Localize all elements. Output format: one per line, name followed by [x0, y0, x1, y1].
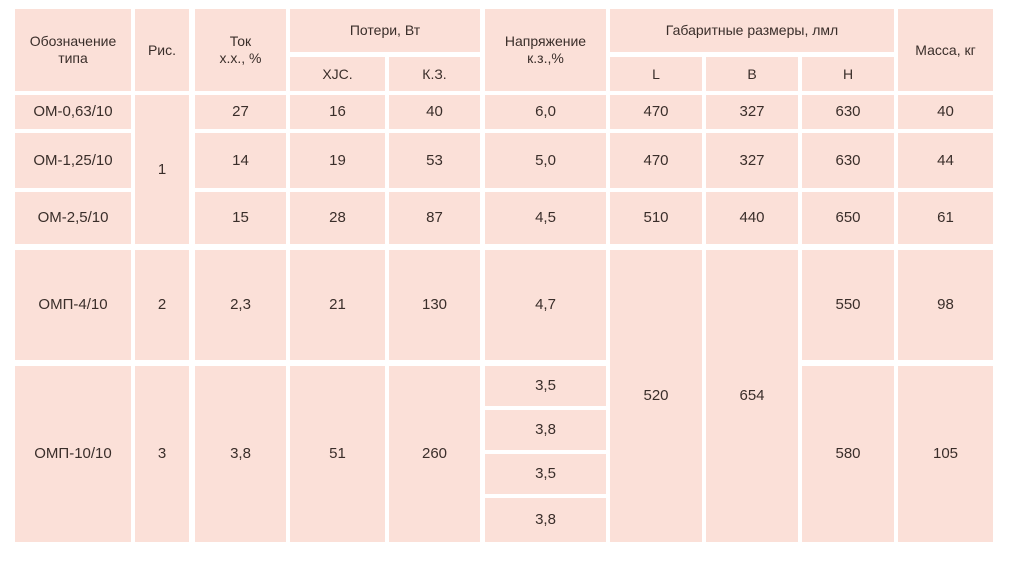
row3-current: 15 [195, 192, 286, 244]
row5-dim-h: 580 [802, 366, 894, 542]
header-mass: Масса, кг [898, 9, 993, 91]
row4-type: ОМП-4/10 [15, 250, 131, 360]
row4-losses-no-load: 21 [290, 250, 385, 360]
row2-losses-no-load: 19 [290, 133, 385, 188]
row3-losses-short-circuit: 87 [389, 192, 480, 244]
row3-dim-h: 650 [802, 192, 894, 244]
row5-voltage-2: 3,8 [485, 410, 606, 450]
row3-dim-b: 440 [706, 192, 798, 244]
row3-dim-l: 510 [610, 192, 702, 244]
row4-losses-short-circuit: 130 [389, 250, 480, 360]
header-short-circuit-voltage: Напряжение к.з.,% [485, 9, 606, 91]
row2-dim-b: 327 [706, 133, 798, 188]
header-losses-short-circuit: К.З. [389, 57, 480, 91]
row1-current: 27 [195, 95, 286, 129]
row4-dim-h: 550 [802, 250, 894, 360]
row4-voltage: 4,7 [485, 250, 606, 360]
row1-mass: 40 [898, 95, 993, 129]
row1-dim-h: 630 [802, 95, 894, 129]
row3-voltage: 4,5 [485, 192, 606, 244]
row1-voltage: 6,0 [485, 95, 606, 129]
row5-voltage-4: 3,8 [485, 498, 606, 542]
row5-type: ОМП-10/10 [15, 366, 131, 542]
row3-mass: 61 [898, 192, 993, 244]
row4-figure: 2 [135, 250, 189, 360]
header-dim-b: B [706, 57, 798, 91]
header-dimensions: Габаритные размеры, лмл [610, 9, 894, 52]
row5-losses-no-load: 51 [290, 366, 385, 542]
row5-losses-short-circuit: 260 [389, 366, 480, 542]
row2-type: ОМ-1,25/10 [15, 133, 131, 188]
header-losses-no-load: ХJС. [290, 57, 385, 91]
row2-mass: 44 [898, 133, 993, 188]
row4-mass: 98 [898, 250, 993, 360]
row1-dim-l: 470 [610, 95, 702, 129]
row5-figure: 3 [135, 366, 189, 542]
row3-losses-no-load: 28 [290, 192, 385, 244]
row2-voltage: 5,0 [485, 133, 606, 188]
header-dim-l: L [610, 57, 702, 91]
dim-l-shared: 520 [610, 250, 702, 542]
row2-dim-h: 630 [802, 133, 894, 188]
header-no-load-current: Ток х.х., % [195, 9, 286, 91]
row2-current: 14 [195, 133, 286, 188]
figure-group-1: 1 [135, 95, 189, 244]
row5-voltage-1: 3,5 [485, 366, 606, 406]
header-figure: Рис. [135, 9, 189, 91]
row1-type: ОМ-0,63/10 [15, 95, 131, 129]
header-dim-h: H [802, 57, 894, 91]
row5-current: 3,8 [195, 366, 286, 542]
header-type: Обозначение типа [15, 9, 131, 91]
row2-losses-short-circuit: 53 [389, 133, 480, 188]
dim-b-shared: 654 [706, 250, 798, 542]
header-losses: Потери, Вт [290, 9, 480, 52]
row1-losses-no-load: 16 [290, 95, 385, 129]
row4-current: 2,3 [195, 250, 286, 360]
row1-dim-b: 327 [706, 95, 798, 129]
row1-losses-short-circuit: 40 [389, 95, 480, 129]
row3-type: ОМ-2,5/10 [15, 192, 131, 244]
row5-mass: 105 [898, 366, 993, 542]
row2-dim-l: 470 [610, 133, 702, 188]
row5-voltage-3: 3,5 [485, 454, 606, 494]
